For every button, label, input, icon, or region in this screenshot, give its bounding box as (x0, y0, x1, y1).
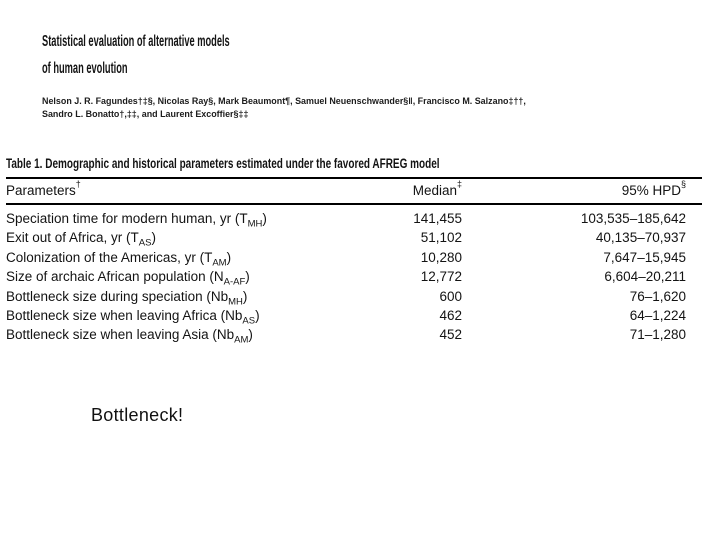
table-row: Speciation time for modern human, yr (TM… (6, 209, 702, 230)
median-cell: 452 (439, 327, 462, 343)
table-row: Colonization of the Americas, yr (TAM) 10… (6, 248, 702, 269)
paper-title-line-2: of human evolution (42, 60, 128, 77)
bottleneck-annotation: Bottleneck! (91, 405, 184, 425)
table-body: Speciation time for modern human, yr (TM… (6, 205, 702, 345)
author-line-1: Nelson J. R. Fagundes†‡§, Nicolas Ray§, … (42, 96, 526, 107)
median-cell: 51,102 (420, 230, 462, 246)
hpd-cell: 6,604–20,211 (604, 269, 686, 285)
hpd-cell: 7,647–15,945 (603, 249, 686, 265)
hpd-cell: 64–1,224 (629, 308, 686, 324)
table-row: Exit out of Africa, yr (TAS) 51,102 40,135… (6, 228, 702, 250)
parameter-subscript: A-AF (223, 276, 246, 288)
column-header-median: Median‡ (412, 178, 462, 198)
table-1: Table 1. Demographic and historical para… (6, 156, 702, 345)
median-cell: 141,455 (413, 211, 462, 226)
hpd-cell: 71–1,280 (629, 327, 686, 343)
parameter-cell: Bottleneck size when leaving Asia (NbAM) (6, 327, 253, 347)
table-header-row: Parameters† Median‡ 95% HPD§ (6, 177, 702, 205)
table-row: Size of archaic African population (NA-A… (6, 267, 702, 288)
median-cell: 10,280 (420, 249, 462, 265)
paper-title: Statistical evaluation of alternative mo… (42, 28, 341, 82)
double-dagger-footnote-mark: ‡ (456, 178, 462, 189)
hpd-cell: 103,535–185,642 (580, 211, 686, 226)
parameter-cell: Bottleneck size when leaving Africa (NbA… (6, 308, 260, 327)
hpd-cell: 76–1,620 (629, 288, 686, 304)
parameter-subscript: MH (228, 296, 243, 308)
paper-title-line-1: Statistical evaluation of alternative mo… (42, 33, 230, 50)
parameter-subscript: MH (247, 218, 263, 230)
table-title: Table 1. Demographic and historical para… (6, 156, 440, 171)
column-header-parameters: Parameters† (6, 178, 81, 198)
author-line-2: Sandro L. Bonatto†,‡‡, and Laurent Excof… (42, 109, 249, 120)
author-list: Nelson J. R. Fagundes†‡§, Nicolas Ray§, … (42, 95, 526, 121)
dagger-footnote-mark: † (75, 178, 81, 189)
parameter-subscript: AM (234, 335, 249, 347)
parameter-subscript: AS (138, 238, 152, 250)
table-row: Bottleneck size when leaving Africa (NbA… (6, 306, 702, 327)
parameter-cell: Bottleneck size during speciation (NbMH) (6, 288, 248, 308)
paper-masthead: Statistical evaluation of alternative mo… (42, 28, 557, 121)
median-cell: 462 (439, 308, 462, 324)
parameter-cell: Speciation time for modern human, yr (TM… (6, 211, 267, 230)
table-row: Bottleneck size during speciation (NbMH)… (6, 287, 702, 308)
parameter-cell: Colonization of the Americas, yr (TAM) (6, 249, 232, 269)
table-row: Bottleneck size when leaving Asia (NbAM)… (6, 325, 702, 347)
parameter-subscript: AM (212, 257, 227, 269)
parameter-cell: Exit out of Africa, yr (TAS) (6, 230, 156, 250)
column-header-95-hpd: 95% HPD§ (621, 178, 686, 198)
parameter-subscript: AS (242, 315, 256, 327)
median-cell: 600 (439, 288, 462, 304)
median-cell: 12,772 (420, 269, 462, 285)
parameter-cell: Size of archaic African population (NA-A… (6, 269, 250, 288)
section-footnote-mark: § (680, 178, 686, 189)
hpd-cell: 40,135–70,937 (595, 230, 686, 246)
